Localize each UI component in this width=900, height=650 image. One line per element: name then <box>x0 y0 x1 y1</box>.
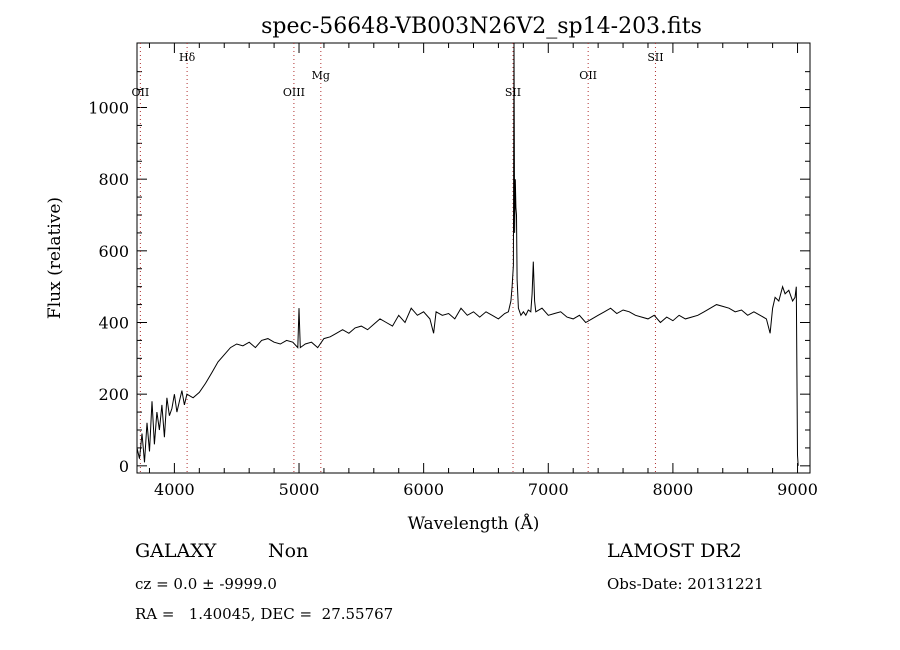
x-tick-label: 9000 <box>777 480 818 499</box>
line-marker-label: Hδ <box>179 51 196 64</box>
survey-label: LAMOST DR2 <box>607 540 742 562</box>
x-axis-label: Wavelength (Å) <box>408 513 540 534</box>
x-tick-label: 4000 <box>154 480 195 499</box>
x-tick-label: 5000 <box>279 480 320 499</box>
spectrum-line <box>136 42 799 466</box>
x-tick-label: 6000 <box>403 480 444 499</box>
y-tick-label: 800 <box>98 170 129 189</box>
y-tick-label: 200 <box>98 385 129 404</box>
line-marker-label: Mg <box>312 69 330 82</box>
y-tick-label: 1000 <box>88 99 129 118</box>
chart-title: spec-56648-VB003N26V2_sp14-203.fits <box>261 14 702 39</box>
line-marker-label: SII <box>505 86 521 99</box>
line-marker-label: OII <box>132 86 150 99</box>
coordinates-text: RA = 1.40045, DEC = 27.55767 <box>135 605 394 623</box>
line-marker-label: OIII <box>283 86 305 99</box>
line-marker-label: SII <box>647 51 663 64</box>
y-tick-label: 0 <box>119 457 129 476</box>
y-axis-label: Flux (relative) <box>45 197 65 319</box>
redshift-text: cz = 0.0 ± -9999.0 <box>135 575 277 593</box>
y-tick-label: 600 <box>98 242 129 261</box>
plot-frame <box>136 42 811 474</box>
x-tick-label: 7000 <box>528 480 569 499</box>
x-tick-label: 8000 <box>653 480 694 499</box>
line-marker-label: OII <box>579 69 597 82</box>
obs-date-text: Obs-Date: 20131221 <box>607 575 764 593</box>
object-class-label: GALAXY <box>135 540 217 562</box>
y-tick-label: 400 <box>98 314 129 333</box>
subclass-label: Non <box>268 540 309 562</box>
